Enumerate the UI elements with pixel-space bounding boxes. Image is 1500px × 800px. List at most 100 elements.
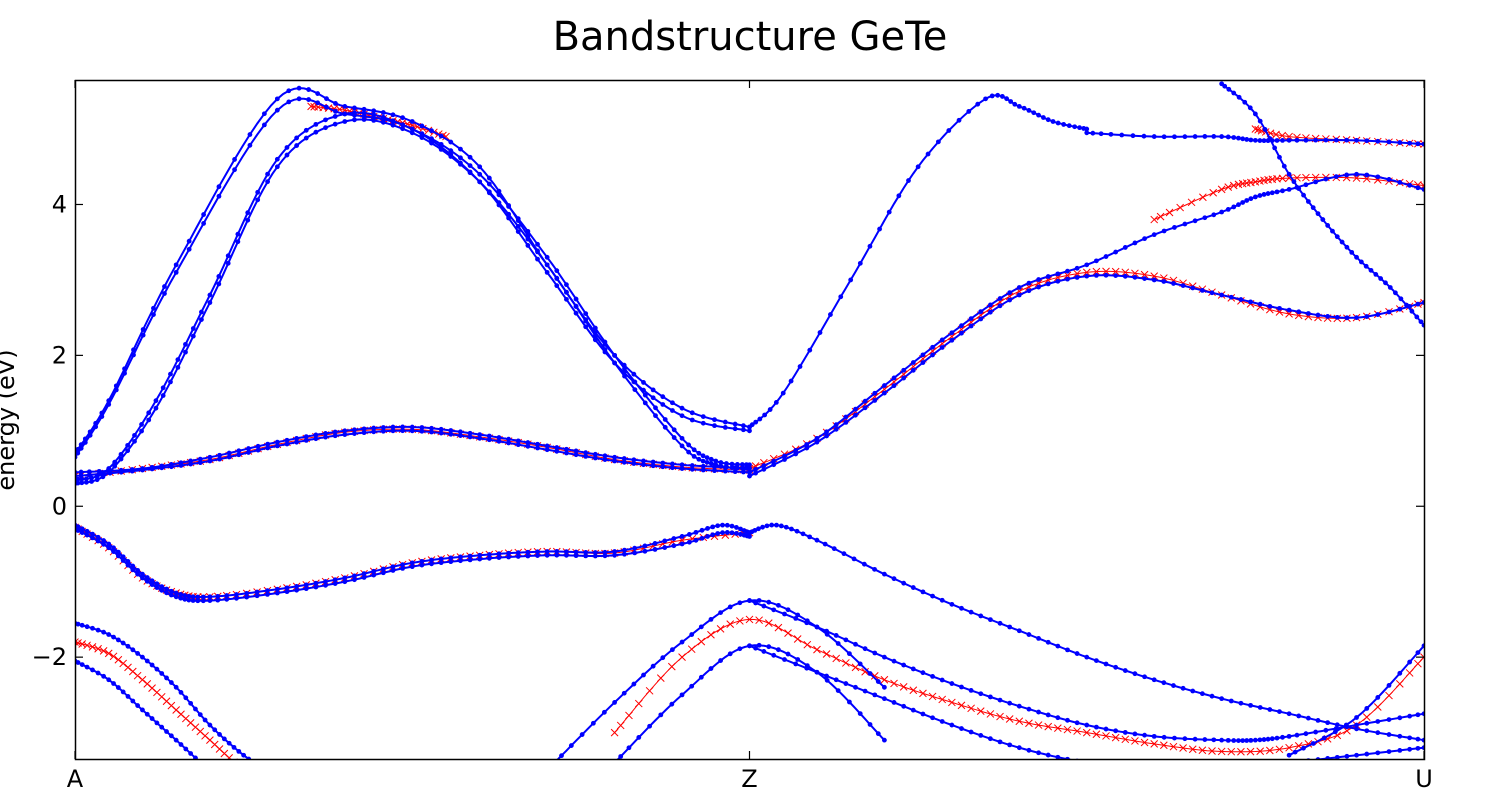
band-point <box>1226 86 1232 92</box>
band-point <box>333 108 338 114</box>
band-point <box>650 463 656 469</box>
band-point <box>525 443 531 449</box>
band-point <box>833 633 839 638</box>
band-point <box>899 683 908 691</box>
band-point <box>419 425 425 430</box>
band-point <box>592 451 598 457</box>
band-point <box>1219 737 1225 743</box>
band-point <box>1325 756 1331 759</box>
band-point <box>380 114 386 120</box>
band-point <box>583 553 589 559</box>
band-point <box>1229 181 1238 190</box>
band-point <box>496 192 502 198</box>
band-point <box>679 692 685 698</box>
band-point <box>1065 647 1070 653</box>
band-point <box>1122 245 1128 250</box>
band-point <box>814 624 820 630</box>
band-point <box>621 459 627 465</box>
band-point <box>901 367 907 373</box>
band-point <box>323 430 328 436</box>
band-point <box>1280 188 1285 194</box>
band-point <box>686 539 692 545</box>
band-point <box>164 729 169 734</box>
band-point <box>1192 134 1198 139</box>
band-series-12 <box>75 522 752 600</box>
band-point <box>125 562 131 568</box>
band-point <box>807 347 813 353</box>
band-point <box>274 590 280 596</box>
band-point <box>997 697 1003 703</box>
band-point <box>1418 319 1424 325</box>
band-point <box>1405 669 1414 677</box>
band-point <box>634 699 643 708</box>
band-point <box>891 700 897 705</box>
band-point <box>361 117 367 122</box>
band-point <box>252 761 257 766</box>
band-point <box>1285 132 1293 141</box>
band-point <box>764 619 773 627</box>
band-point <box>120 554 126 560</box>
band-point <box>612 352 617 358</box>
band-point <box>467 434 473 440</box>
band-point <box>720 522 725 528</box>
band-point <box>1257 705 1263 710</box>
band-point <box>843 637 849 643</box>
band-point <box>1354 722 1359 728</box>
band-point <box>1025 719 1033 728</box>
band-point <box>217 452 222 458</box>
band-point <box>1286 137 1292 143</box>
band-point <box>1421 186 1424 192</box>
band-point <box>650 387 656 393</box>
band-point <box>506 436 512 442</box>
band-point <box>1007 624 1013 630</box>
band-point <box>535 445 540 451</box>
band-point <box>727 651 733 657</box>
band-point <box>159 587 165 593</box>
band-point <box>753 600 758 606</box>
band-point <box>235 231 241 237</box>
band-point <box>949 337 955 343</box>
band-point <box>642 392 648 398</box>
band-point <box>928 692 937 701</box>
band-point <box>722 424 728 430</box>
band-point <box>691 447 697 453</box>
band-line <box>75 97 750 458</box>
band-point <box>101 541 107 547</box>
band-point <box>678 653 686 662</box>
band-point <box>115 553 121 559</box>
band-point <box>225 260 231 266</box>
band-point <box>438 147 444 152</box>
band-point <box>1256 747 1265 756</box>
band-series-10 <box>747 272 1424 479</box>
band-series-8 <box>1084 130 1424 147</box>
band-point <box>1102 732 1110 740</box>
band-point <box>419 131 425 136</box>
band-point <box>795 657 801 662</box>
band-point <box>851 556 857 562</box>
band-point <box>689 417 695 423</box>
band-point <box>235 763 242 770</box>
band-point <box>183 695 189 701</box>
band-point <box>583 450 589 456</box>
band-point <box>544 269 550 275</box>
band-point <box>1142 236 1147 242</box>
band-point <box>390 118 396 124</box>
band-point <box>1352 174 1361 182</box>
band-point <box>274 439 280 445</box>
band-point <box>1131 737 1139 745</box>
band-point <box>650 459 656 465</box>
band-point <box>486 555 492 561</box>
band-point <box>671 427 677 433</box>
band-point <box>1362 174 1371 183</box>
band-point <box>332 577 338 583</box>
band-point <box>306 97 312 102</box>
band-point <box>1363 263 1369 269</box>
band-point <box>1098 131 1104 137</box>
band-point <box>535 549 540 555</box>
band-point <box>886 209 892 215</box>
band-point <box>1229 767 1234 772</box>
band-point <box>602 453 608 459</box>
band-point <box>232 167 237 173</box>
band-point <box>670 461 675 467</box>
band-point <box>715 523 721 529</box>
